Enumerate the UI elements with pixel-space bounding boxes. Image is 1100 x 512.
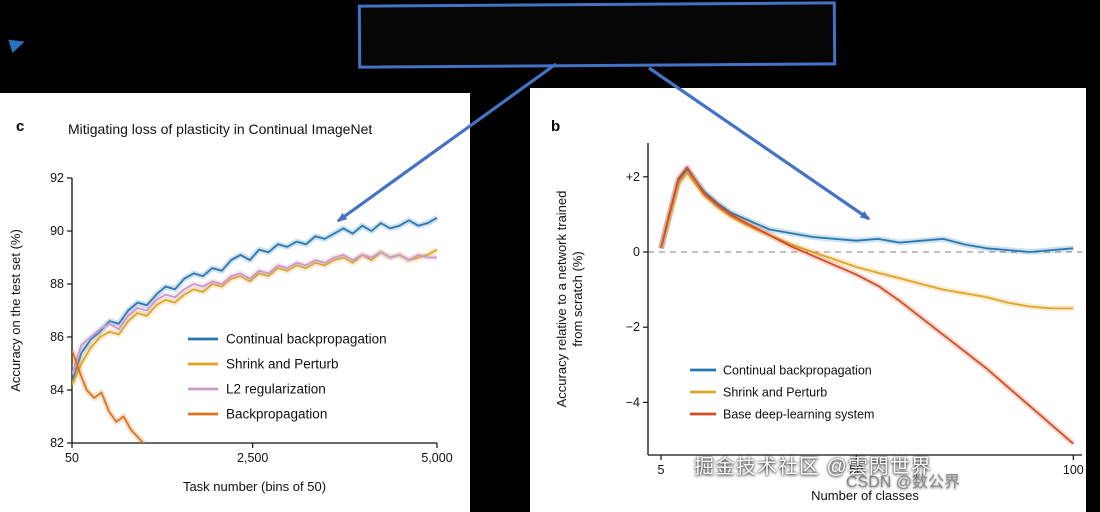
y-tick-label: 88 [50,277,64,291]
x-tick-label: 50 [65,451,79,465]
x-tick-label: 100 [1063,463,1084,477]
panel-c: c Mitigating loss of plasticity in Conti… [0,93,470,512]
y-axis-title: Accuracy on the test set (%) [8,229,23,392]
y-tick-label: −2 [626,320,640,334]
chart-c-plot: 50 2,500 5,000 82 84 86 88 90 92 Task number (bin… [8,171,453,494]
legend-label: Base deep-learning system [723,408,874,422]
series-line-l2-regularization [72,251,437,375]
y-tick-label: 0 [633,245,640,259]
chart-b-plot: 5 50 100 +2 0 −2 −4 Number of classes Accuracy r… [554,143,1084,503]
legend-label: L2 regularization [226,382,326,397]
y-tick-label: 90 [50,224,64,238]
legend-label: Backpropagation [226,407,327,422]
x-axis-title: Number of classes [811,488,919,503]
series-line-backpropagation [72,350,145,443]
y-tick-label: 86 [50,330,64,344]
chart-c-title: Mitigating loss of plasticity in Continu… [68,121,373,137]
y-axis-title: Accuracy relative to a network trained [554,191,569,408]
y-tick-label: −4 [626,395,640,409]
panel-b: b 5 50 100 +2 0 −2 −4 Number of classes Accuracy… [530,88,1086,512]
callout-box [357,1,837,69]
x-tick-label: 5 [658,463,665,477]
y-tick-label: +2 [626,170,640,184]
legend-label: Continual backpropagation [226,332,387,347]
y-tick-label: 84 [50,383,64,397]
legend-label: Shrink and Perturb [226,357,339,372]
watermark-juejin: 掘金技术社区 @雲閃世界 [694,456,932,478]
legend-label: Continual backpropagation [723,364,872,378]
watermark-csdn: CSDN @数公界 [846,474,961,491]
y-tick-label: 92 [50,171,64,185]
series-line-shrink-and-perturb [72,248,438,386]
legend-label: Shrink and Perturb [723,386,827,400]
y-tick-label: 82 [50,436,64,450]
corner-decoration-icon [8,35,27,53]
series-line-continual-backpropagation [72,217,438,383]
y-axis-title: from scratch (%) [570,251,585,346]
x-tick-label: 5,000 [421,451,452,465]
x-tick-label: 50 [849,463,863,477]
panel-b-label: b [551,118,561,135]
x-tick-label: 2,500 [237,451,268,465]
panel-c-label: c [16,118,25,135]
x-axis-title: Task number (bins of 50) [183,479,326,494]
